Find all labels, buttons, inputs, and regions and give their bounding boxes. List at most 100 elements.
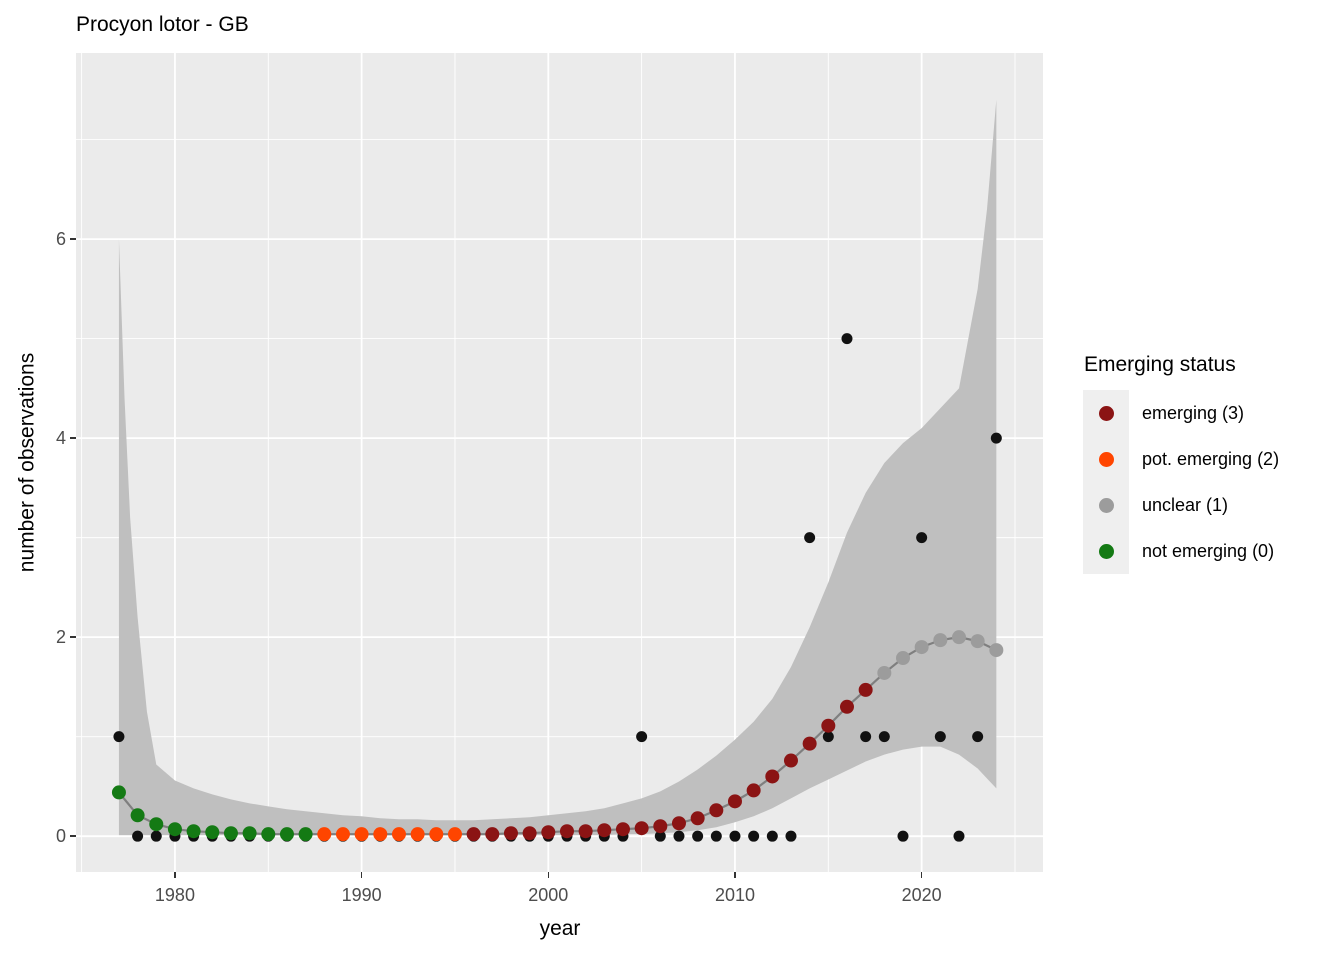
data-point-fitted-emerging <box>466 827 481 842</box>
data-point-fitted-emerging <box>597 823 612 838</box>
data-point-observation <box>654 830 666 842</box>
data-point-fitted-pot-emerging <box>373 827 388 842</box>
data-point-observation <box>748 830 760 842</box>
data-point-fitted-not-emerging <box>167 822 182 837</box>
data-point-fitted-emerging <box>671 816 686 831</box>
y-tick-mark <box>70 238 76 240</box>
data-point-observation <box>673 830 685 842</box>
x-tick-label: 2020 <box>901 885 942 905</box>
data-point-fitted-unclear <box>914 640 929 655</box>
data-point-fitted-emerging <box>839 699 854 714</box>
y-tick-label: 0 <box>55 826 66 847</box>
data-point-observation <box>113 731 125 743</box>
data-point-fitted-not-emerging <box>298 827 313 842</box>
data-point-fitted-not-emerging <box>279 827 294 842</box>
data-point-fitted-emerging <box>634 821 649 836</box>
legend-swatch-dot <box>1098 451 1114 467</box>
data-point-observation <box>841 333 853 345</box>
legend-item-emerging: emerging (3) <box>1083 390 1279 436</box>
data-point-fitted-not-emerging <box>186 824 201 839</box>
data-point-observation <box>132 830 144 842</box>
legend-items: emerging (3) pot. emerging (2) unclear (1)… <box>1083 390 1279 574</box>
legend-item-pot-emerging: pot. emerging (2) <box>1083 436 1279 482</box>
data-point-fitted-emerging <box>615 822 630 837</box>
data-point-observation <box>916 532 928 544</box>
plot-canvas <box>76 53 1043 872</box>
data-point-fitted-pot-emerging <box>391 827 406 842</box>
data-point-fitted-emerging <box>578 824 593 839</box>
data-point-fitted-unclear <box>989 643 1004 658</box>
data-point-fitted-emerging <box>727 794 742 809</box>
legend-key <box>1083 528 1129 574</box>
data-point-fitted-emerging <box>559 824 574 839</box>
data-point-fitted-unclear <box>895 651 910 666</box>
data-point-observation <box>766 830 778 842</box>
data-point-fitted-unclear <box>933 633 948 648</box>
data-point-observation <box>897 830 909 842</box>
legend-item-label: unclear (1) <box>1142 494 1229 515</box>
confidence-ribbon <box>118 99 997 836</box>
data-point-fitted-pot-emerging <box>429 827 444 842</box>
data-point-fitted-emerging <box>485 827 500 842</box>
data-point-fitted-emerging <box>746 783 761 798</box>
data-point-fitted-unclear <box>951 630 966 645</box>
legend-item-label: pot. emerging (2) <box>1142 448 1280 469</box>
y-tick-label: 2 <box>55 627 66 648</box>
legend-item-label: not emerging (0) <box>1142 540 1275 561</box>
data-point-fitted-unclear <box>970 634 985 649</box>
legend: Emerging status emerging (3) pot. emergin… <box>1083 353 1279 574</box>
data-point-fitted-emerging <box>709 803 724 818</box>
legend-title: Emerging status <box>1084 353 1236 376</box>
data-point-observation <box>710 830 722 842</box>
x-tick-mark <box>547 872 550 878</box>
data-point-fitted-emerging <box>541 825 556 840</box>
legend-item-unclear: unclear (1) <box>1083 482 1279 528</box>
data-point-fitted-not-emerging <box>111 785 126 800</box>
y-tick-mark <box>70 636 76 638</box>
plot-title: Procyon lotor - GB <box>76 13 249 36</box>
data-point-fitted-emerging <box>503 826 518 841</box>
x-tick-mark <box>174 872 176 878</box>
legend-key <box>1083 390 1129 436</box>
data-point-observation <box>804 532 816 544</box>
data-point-fitted-not-emerging <box>205 825 220 840</box>
x-tick-label: 1990 <box>341 885 382 905</box>
y-tick-label: 6 <box>55 229 66 250</box>
x-tick-label: 2010 <box>714 885 755 905</box>
legend-key <box>1083 436 1129 482</box>
x-axis-title: year <box>539 917 581 940</box>
data-point-fitted-pot-emerging <box>447 827 462 842</box>
data-point-fitted-not-emerging <box>130 808 145 823</box>
legend-item-not-emerging: not emerging (0) <box>1083 528 1279 574</box>
data-point-fitted-emerging <box>783 753 798 768</box>
data-point-observation <box>953 830 965 842</box>
data-point-observation <box>692 830 704 842</box>
data-point-fitted-emerging <box>802 736 817 751</box>
data-point-fitted-not-emerging <box>242 826 257 841</box>
legend-swatch-dot <box>1098 497 1114 513</box>
data-point-fitted-pot-emerging <box>335 827 350 842</box>
data-point-observation <box>990 432 1002 444</box>
data-point-fitted-emerging <box>765 769 780 784</box>
data-point-fitted-not-emerging <box>261 827 276 842</box>
data-point-fitted-emerging <box>858 682 873 697</box>
data-point-observation <box>636 731 648 743</box>
data-point-observation <box>785 830 797 842</box>
data-point-fitted-emerging <box>522 826 537 841</box>
data-point-observation <box>934 731 946 743</box>
data-point-observation <box>729 830 741 842</box>
data-point-fitted-pot-emerging <box>410 827 425 842</box>
data-point-fitted-not-emerging <box>223 826 238 841</box>
data-point-fitted-pot-emerging <box>354 827 369 842</box>
data-point-observation <box>878 731 890 743</box>
data-point-observation <box>822 731 834 743</box>
y-tick-label: 4 <box>55 428 66 449</box>
data-point-observation <box>860 731 872 743</box>
data-point-fitted-emerging <box>821 718 836 733</box>
legend-item-label: emerging (3) <box>1142 402 1245 423</box>
x-tick-mark <box>360 872 363 878</box>
y-tick-mark <box>70 835 76 837</box>
x-tick-label: 2000 <box>528 885 569 905</box>
data-point-fitted-emerging <box>653 819 668 834</box>
